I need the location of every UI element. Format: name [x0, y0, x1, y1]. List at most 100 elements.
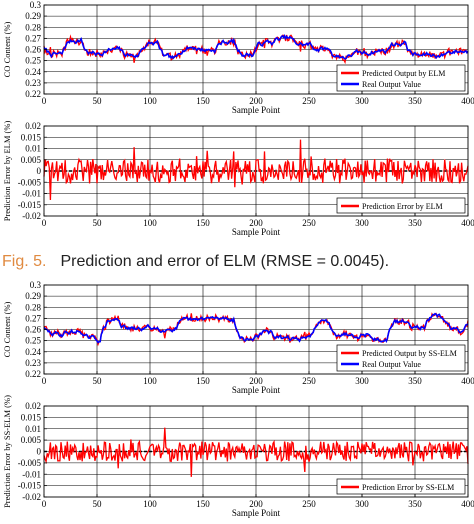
legend-box	[336, 344, 466, 372]
x-tick-label: 150	[196, 96, 210, 106]
x-axis-label: Sample Point	[232, 105, 281, 115]
y-tick-label: 0.26	[25, 325, 41, 335]
y-tick-label: 0.015	[21, 412, 42, 422]
y-tick-label: 0.29	[25, 11, 41, 21]
x-tick-label: 100	[143, 218, 157, 228]
series-line-1	[43, 139, 469, 201]
legend-entry: Real Output Value	[362, 360, 421, 369]
x-tick-label: 50	[93, 96, 103, 106]
y-tick-label: 0.28	[25, 22, 41, 32]
y-tick-label: 0.27	[25, 313, 41, 323]
y-tick-label: -0.005	[18, 177, 42, 187]
x-tick-label: 400	[461, 218, 474, 228]
x-tick-label: 50	[93, 218, 103, 228]
y-tick-label: 0.24	[25, 67, 41, 77]
y-tick-label: 0.27	[25, 33, 41, 43]
y-tick-label: 0.23	[25, 358, 41, 368]
x-tick-label: 300	[355, 376, 369, 386]
x-tick-label: 200	[249, 499, 263, 509]
x-tick-label: 0	[42, 96, 47, 106]
series-line-2	[43, 312, 469, 344]
x-tick-label: 100	[143, 376, 157, 386]
x-tick-label: 50	[93, 376, 103, 386]
y-tick-label: 0.005	[21, 155, 42, 165]
legend-entry: Prediction Error by ELM	[362, 202, 443, 211]
y-axis-label: CO Content (%)	[2, 301, 12, 357]
x-axis-label: Sample Point	[232, 508, 281, 518]
x-tick-label: 200	[249, 218, 263, 228]
legend: Predicted Output by ELM Real Output Value	[336, 64, 466, 92]
x-tick-label: 200	[249, 376, 263, 386]
x-tick-label: 350	[408, 96, 422, 106]
legend-box	[336, 197, 466, 214]
x-tick-label: 300	[355, 218, 369, 228]
y-tick-label: 0.01	[25, 424, 41, 434]
series-line-2	[43, 34, 469, 60]
legend: Prediction Error by SS-ELM	[336, 478, 466, 495]
x-tick-label: 0	[42, 376, 47, 386]
chart-4: -0.02-0.015-0.01-0.00500.0050.010.0150.0…	[2, 395, 474, 518]
y-tick-label: 0.015	[21, 132, 42, 142]
x-tick-label: 200	[249, 96, 263, 106]
y-axis-label: Prediction Error by SS-ELM (%)	[2, 395, 12, 508]
y-tick-label: 0.24	[25, 347, 41, 357]
y-tick-label: 0.22	[25, 369, 41, 379]
chart-2: -0.02-0.015-0.01-0.00500.0050.010.0150.0…	[2, 121, 474, 237]
y-tick-label: 0.005	[21, 435, 42, 445]
x-tick-label: 400	[461, 376, 474, 386]
x-tick-label: 400	[461, 96, 474, 106]
y-axis-label: CO Content (%)	[2, 21, 12, 77]
y-tick-label: 0.26	[25, 45, 41, 55]
chart-1: 0.220.230.240.250.26 0.270.280.290.3 0 50 10…	[2, 0, 474, 115]
x-tick-label: 350	[408, 218, 422, 228]
y-tick-label: 0.28	[25, 302, 41, 312]
x-tick-label: 300	[355, 96, 369, 106]
x-tick-label: 50	[93, 499, 103, 509]
y-axis-label: Prediction Error by ELM (%)	[2, 121, 12, 222]
legend-entry: Prediction Error by SS-ELM	[362, 483, 454, 492]
x-tick-label: 350	[408, 499, 422, 509]
legend: Prediction Error by ELM	[336, 197, 466, 214]
legend-entry: Predicted Output by ELM	[362, 69, 445, 78]
y-tick-label: 0	[37, 447, 42, 457]
y-tick-label: 0.22	[25, 89, 41, 99]
series-line-1	[43, 427, 469, 477]
legend: Predicted Output by SS-ELM Real Output Va…	[336, 344, 466, 372]
x-axis-label: Sample Point	[232, 385, 281, 395]
x-tick-label: 250	[302, 499, 316, 509]
y-tick-label: 0.29	[25, 291, 41, 301]
y-tick-label: 0.3	[30, 280, 42, 290]
chart-3: 0.220.230.240.250.26 0.270.280.290.3 0 50 10…	[2, 280, 474, 395]
x-tick-label: 300	[355, 499, 369, 509]
y-tick-label: 0.02	[25, 121, 41, 131]
legend-box	[336, 478, 466, 495]
x-tick-label: 100	[143, 96, 157, 106]
y-tick-label: -0.01	[22, 189, 41, 199]
y-tick-label: 0.02	[25, 401, 41, 411]
y-tick-label: 0.23	[25, 78, 41, 88]
legend-entry: Real Output Value	[362, 80, 421, 89]
y-tick-label: 0.3	[30, 0, 42, 10]
x-tick-label: 150	[196, 376, 210, 386]
x-tick-label: 150	[196, 499, 210, 509]
x-axis-label: Sample Point	[232, 227, 281, 237]
x-tick-label: 250	[302, 376, 316, 386]
x-tick-label: 350	[408, 376, 422, 386]
caption-label: Fig. 5.	[2, 253, 47, 270]
x-tick-label: 0	[42, 499, 47, 509]
x-tick-label: 250	[302, 96, 316, 106]
y-tick-label: -0.015	[18, 200, 42, 210]
x-tick-label: 0	[42, 218, 47, 228]
y-tick-label: 0.01	[25, 144, 41, 154]
figure-caption: Fig. 5. Prediction and error of ELM (RMSE…	[0, 253, 474, 279]
legend-box	[336, 64, 466, 92]
y-tick-label: 0.25	[25, 56, 41, 66]
y-tick-label: 0	[37, 166, 42, 176]
caption-text: Prediction and error of ELM (RMSE = 0.00…	[60, 253, 390, 270]
y-tick-label: -0.005	[18, 458, 42, 468]
y-tick-label: 0.25	[25, 336, 41, 346]
x-tick-label: 400	[461, 499, 474, 509]
y-tick-label: -0.015	[18, 481, 42, 491]
